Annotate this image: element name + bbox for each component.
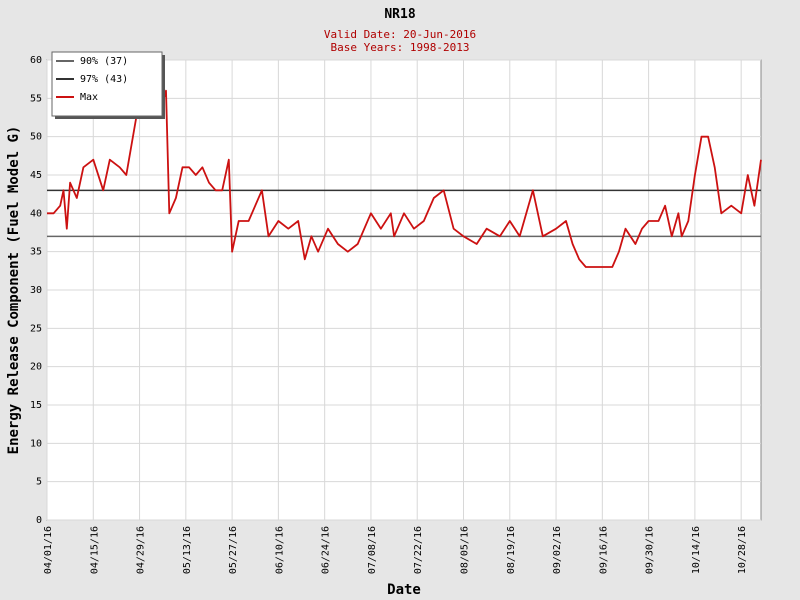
- y-tick-label: 30: [30, 285, 42, 296]
- chart-subtitle-base-years: Base Years: 1998-2013: [330, 41, 469, 54]
- x-tick-label: 04/15/16: [89, 526, 100, 574]
- y-axis-label: Energy Release Component (Fuel Model G): [6, 126, 22, 455]
- x-tick-label: 08/05/16: [460, 526, 471, 574]
- legend-label: 90% (37): [80, 56, 128, 67]
- x-tick-label: 06/10/16: [274, 526, 285, 574]
- y-tick-label: 45: [30, 170, 42, 181]
- x-tick-label: 07/22/16: [413, 526, 424, 574]
- y-tick-label: 55: [30, 93, 42, 104]
- x-tick-label: 04/01/16: [43, 526, 54, 574]
- legend-label: 97% (43): [80, 74, 128, 85]
- y-tick-label: 40: [30, 208, 42, 219]
- x-axis-label: Date: [387, 582, 421, 598]
- y-tick-label: 35: [30, 247, 42, 258]
- x-tick-label: 05/27/16: [228, 526, 239, 574]
- x-tick-label: 09/30/16: [645, 526, 656, 574]
- x-tick-label: 09/16/16: [598, 526, 609, 574]
- x-tick-label: 10/28/16: [737, 526, 748, 574]
- y-tick-label: 0: [36, 515, 42, 526]
- y-tick-label: 60: [30, 55, 42, 66]
- reference-lines: [47, 189, 761, 238]
- chart-title: NR18: [384, 7, 415, 22]
- legend: 90% (37) 97% (43) Max: [51, 51, 165, 119]
- gridlines: [46, 59, 761, 521]
- x-tick-label: 05/13/16: [182, 526, 193, 574]
- y-axis-ticks: 0 5 10 15 20 25 30 35 40 45 50 55 60: [30, 55, 42, 526]
- x-tick-label: 09/02/16: [552, 526, 563, 574]
- legend-label: Max: [80, 92, 98, 103]
- x-tick-label: 04/29/16: [136, 526, 147, 574]
- y-tick-label: 5: [36, 477, 42, 488]
- x-tick-label: 10/14/16: [691, 526, 702, 574]
- y-tick-label: 25: [30, 323, 42, 334]
- x-tick-label: 06/24/16: [321, 526, 332, 574]
- y-tick-label: 50: [30, 132, 42, 143]
- legend-box: [51, 51, 163, 117]
- y-tick-label: 10: [30, 438, 42, 449]
- y-tick-label: 20: [30, 362, 42, 373]
- chart-subtitle-valid-date: Valid Date: 20-Jun-2016: [324, 28, 476, 41]
- x-axis-ticks: 04/01/16 04/15/16 04/29/16 05/13/16 05/27/16…: [43, 526, 748, 574]
- y-tick-label: 15: [30, 400, 42, 411]
- x-tick-label: 07/08/16: [367, 526, 378, 574]
- x-tick-label: 08/19/16: [506, 526, 517, 574]
